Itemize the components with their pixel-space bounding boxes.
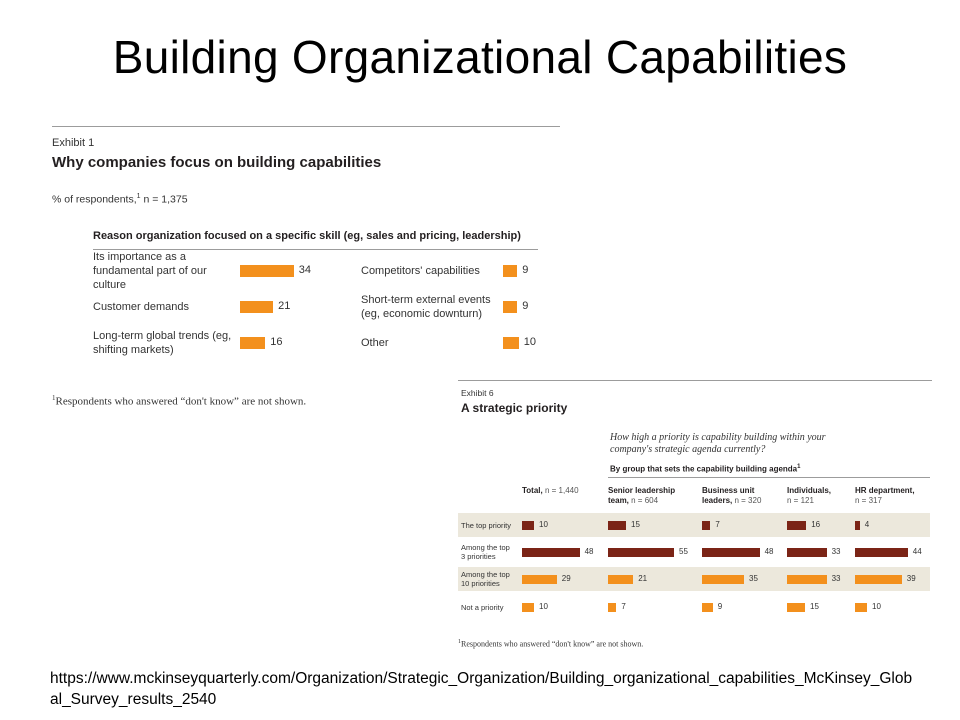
exhibit-6-value-label: 55 <box>679 547 688 556</box>
exhibit-6-bar <box>702 574 744 584</box>
exhibit-1-value-label: 9 <box>522 264 529 276</box>
exhibit-6-bar <box>608 520 626 530</box>
exhibit-6-category-label: The top priority <box>461 520 512 530</box>
exhibit-6-value-label: 35 <box>749 574 758 583</box>
exhibit-1-bar <box>240 265 294 277</box>
exhibit-6-value-label: 33 <box>831 574 841 583</box>
exhibit-6-value-label: 44 <box>912 547 922 556</box>
exhibit-6-value-label: 29 <box>561 574 571 583</box>
exhibit-1-bar <box>240 337 266 349</box>
exhibit-6-bar <box>855 602 867 612</box>
exhibit-6-value-label: 4 <box>864 520 870 529</box>
exhibit-6-group-header: Business unit leaders, n = 320 <box>702 486 762 505</box>
exhibit-1-category-label: Customer demands <box>93 301 189 313</box>
exhibit-6-bar <box>702 602 713 612</box>
exhibit-1-value-label: 21 <box>278 300 291 312</box>
exhibit-1-bar <box>240 301 274 313</box>
exhibit-6-category-label: Not a priority <box>461 602 504 612</box>
exhibit-6-value-label: 33 <box>831 547 841 556</box>
exhibit-6-bar <box>787 547 827 557</box>
exhibit-6-bar <box>522 574 557 584</box>
exhibit-6-bar <box>702 547 760 557</box>
slide-title: Building Organizational Capabilities <box>112 31 848 83</box>
exhibit-6-bar <box>855 547 908 557</box>
exhibit-6-group-header: Senior leadership team, n = 604 <box>608 486 676 505</box>
exhibit-6-bar <box>608 602 617 612</box>
exhibit-6-bar <box>702 520 711 530</box>
exhibit-1-chart: Exhibit 1 Why companies focus on buildin… <box>52 126 560 416</box>
exhibit-6-value-label: 7 <box>715 520 720 529</box>
exhibit-1-footnote: 1Respondents who answered “don't know” a… <box>52 394 307 408</box>
exhibit-6-group-header: Individuals, n = 121 <box>787 486 832 505</box>
exhibit-6-category-label: Among the top 10 priorities <box>461 570 510 588</box>
exhibit-1-bar <box>503 265 518 277</box>
exhibit-6-category-label: Among the top 3 priorities <box>461 543 510 561</box>
exhibit-6-bar <box>855 574 902 584</box>
source-url: https://www.mckinseyquarterly.com/Organi… <box>50 670 913 708</box>
exhibit-1-respondents-note: % of respondents,1 n = 1,375 <box>52 193 188 206</box>
exhibit-1-category-label: Other <box>361 337 389 349</box>
exhibit-6-value-label: 10 <box>539 520 548 529</box>
exhibit-1-top-rule <box>52 126 560 127</box>
exhibit-6-bar <box>787 602 805 612</box>
exhibit-6-value-label: 39 <box>906 574 916 583</box>
exhibit-6-value-label: 16 <box>811 520 821 529</box>
exhibit-6-footnote: 1Respondents who answered “don't know” a… <box>458 639 644 649</box>
exhibit-6-bar <box>787 520 807 530</box>
exhibit-1-value-label: 10 <box>523 336 537 348</box>
exhibit-6-bar <box>608 547 674 557</box>
exhibit-6-bar <box>522 520 534 530</box>
exhibit-1-bar <box>503 301 518 313</box>
exhibit-6-bar <box>522 602 534 612</box>
exhibit-6-value-label: 48 <box>584 547 594 556</box>
exhibit-1-label: Exhibit 1 <box>52 137 95 149</box>
exhibit-6-bar <box>608 574 634 584</box>
exhibit-6-value-label: 10 <box>539 602 548 611</box>
exhibit-6-group-rule <box>608 477 930 478</box>
exhibit-6-value-label: 10 <box>872 602 881 611</box>
exhibit-1-bar <box>503 337 519 349</box>
exhibit-1-subtitle: Reason organization focused on a specifi… <box>93 230 521 242</box>
exhibit-6-value-label: 15 <box>810 602 819 611</box>
exhibit-1-subtitle-rule <box>93 249 538 250</box>
exhibit-6-row-band <box>458 513 930 537</box>
exhibit-6-question: How high a priority is capability buildi… <box>610 432 826 455</box>
exhibit-6-bar <box>787 574 827 584</box>
exhibit-6-value-label: 21 <box>638 574 648 583</box>
exhibit-1-value-label: 16 <box>270 336 283 348</box>
exhibit-1-value-label: 34 <box>298 264 311 276</box>
exhibit-6-value-label: 48 <box>764 547 774 556</box>
exhibit-1-title: Why companies focus on building capabili… <box>52 154 382 171</box>
exhibit-1-value-label: 9 <box>522 300 529 312</box>
exhibit-6-title: A strategic priority <box>461 401 568 415</box>
exhibit-6-value-label: 15 <box>631 520 640 529</box>
exhibit-6-value-label: 9 <box>717 602 723 611</box>
exhibit-6-group-header: HR department, n = 317 <box>855 486 915 505</box>
exhibit-1-category-label: Competitors' capabilities <box>361 265 480 277</box>
exhibit-6-group-header: Total, n = 1,440 <box>522 486 579 495</box>
exhibit-1-category-label: Long-term global trends (eg, shifting ma… <box>93 330 232 356</box>
exhibit-6-top-rule <box>458 380 932 381</box>
exhibit-6-label: Exhibit 6 <box>461 388 494 398</box>
exhibit-6-bar <box>855 520 860 530</box>
exhibit-6-value-label: 7 <box>621 602 626 611</box>
exhibit-1-category-label: Short-term external events (eg, economic… <box>361 294 491 320</box>
exhibit-6-group-label: By group that sets the capability buildi… <box>610 464 801 474</box>
exhibit-6-chart: Exhibit 6 A strategic priority How high … <box>458 380 932 652</box>
exhibit-1-category-label: Its importance as a fundamental part of … <box>93 251 207 291</box>
exhibit-6-bar <box>522 547 580 557</box>
